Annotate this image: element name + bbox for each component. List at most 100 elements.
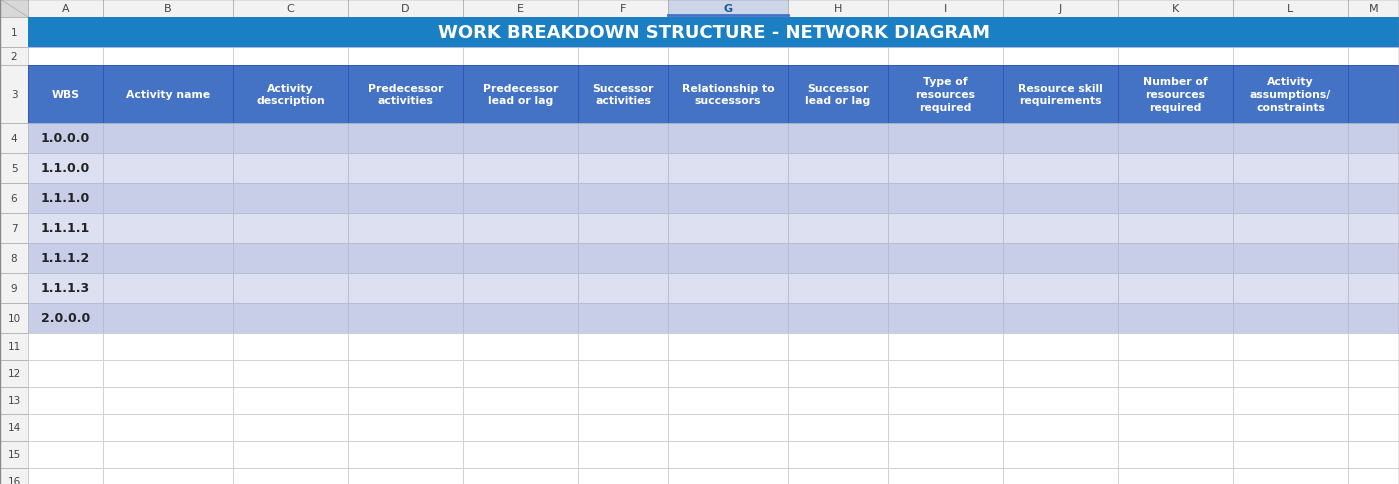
Bar [463,333,578,360]
Bar [0,48,28,66]
Bar [578,124,667,154]
Bar [1349,387,1399,414]
Bar [234,243,348,273]
Bar [1349,124,1399,154]
Bar [1233,243,1349,273]
Text: 11: 11 [7,342,21,352]
Bar [667,414,788,441]
Bar [348,387,463,414]
Bar [463,360,578,387]
Text: Relationship to
successors: Relationship to successors [681,83,774,106]
Bar [1118,414,1233,441]
Bar [1003,66,1118,124]
Bar [348,414,463,441]
Bar [348,273,463,303]
Text: Activity
description: Activity description [256,83,325,106]
Text: Predecessor
lead or lag: Predecessor lead or lag [483,83,558,106]
Bar [788,273,888,303]
Bar [788,303,888,333]
Bar [1118,213,1233,243]
Bar [667,387,788,414]
Bar [888,333,1003,360]
Bar [788,183,888,213]
Text: 8: 8 [11,254,17,263]
Bar [1349,414,1399,441]
Bar [234,154,348,183]
Bar [348,154,463,183]
Text: 12: 12 [7,369,21,378]
Bar [234,273,348,303]
Bar [28,360,104,387]
Bar [1118,360,1233,387]
Bar [1003,273,1118,303]
Text: 1.1.1.0: 1.1.1.0 [41,192,90,205]
Bar [1003,414,1118,441]
Bar [104,414,234,441]
Bar [578,66,667,124]
Bar [1233,0,1349,18]
Bar [104,468,234,484]
Bar [1233,414,1349,441]
Bar [578,414,667,441]
Bar [0,243,28,273]
Bar [0,333,28,360]
Bar [104,387,234,414]
Bar [578,360,667,387]
Bar [1003,303,1118,333]
Bar [463,414,578,441]
Bar [104,213,234,243]
Bar [667,273,788,303]
Bar [1003,183,1118,213]
Bar [1233,468,1349,484]
Bar [463,243,578,273]
Bar [1233,303,1349,333]
Bar [1003,387,1118,414]
Bar [348,441,463,468]
Text: 6: 6 [11,194,17,204]
Text: WBS: WBS [52,90,80,100]
Bar [1003,124,1118,154]
Bar [667,213,788,243]
Bar [348,213,463,243]
Bar [463,66,578,124]
Bar [28,468,104,484]
Text: Type of
resources
required: Type of resources required [915,77,975,113]
Bar [1118,441,1233,468]
Bar [234,441,348,468]
Text: A: A [62,4,70,14]
Bar [788,360,888,387]
Text: C: C [287,4,294,14]
Text: M: M [1368,4,1378,14]
Bar [578,183,667,213]
Bar [667,183,788,213]
Bar [0,183,28,213]
Bar [104,273,234,303]
Bar [463,0,578,18]
Bar [348,333,463,360]
Text: 16: 16 [7,477,21,484]
Bar [0,414,28,441]
Bar [1118,273,1233,303]
Bar [578,468,667,484]
Bar [788,66,888,124]
Text: 9: 9 [11,284,17,293]
Text: I: I [944,4,947,14]
Bar [234,48,348,66]
Bar [788,0,888,18]
Bar [104,303,234,333]
Bar [1118,0,1233,18]
Text: L: L [1287,4,1294,14]
Bar [1349,333,1399,360]
Bar [1003,154,1118,183]
Bar [234,213,348,243]
Bar [1349,183,1399,213]
Bar [888,468,1003,484]
Bar [28,154,104,183]
Bar [28,66,104,124]
Bar [888,243,1003,273]
Bar [463,213,578,243]
Bar [788,48,888,66]
Text: B: B [164,4,172,14]
Text: 10: 10 [7,313,21,323]
Text: Predecessor
activities: Predecessor activities [368,83,443,106]
